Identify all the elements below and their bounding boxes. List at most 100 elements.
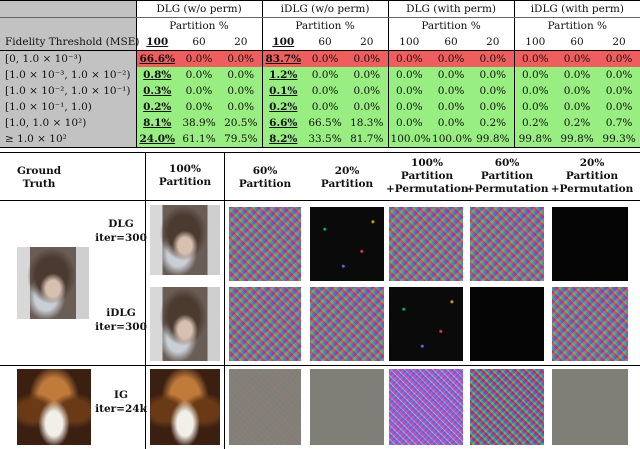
table-cell: 0.0% xyxy=(556,67,599,83)
row-iter: iter=300 xyxy=(95,232,147,244)
table-cell: 0.0% xyxy=(472,99,515,115)
table-cell: 0.0% xyxy=(513,83,557,99)
header-text: 60% xyxy=(252,165,278,177)
recon-image-ig-100 xyxy=(150,369,220,445)
table-cell: 0.8% xyxy=(135,67,178,83)
table-cell: 0.0% xyxy=(513,99,557,115)
table-cell: 0.2% xyxy=(135,99,178,115)
header-text: 100% xyxy=(169,163,201,175)
header-text: Partition xyxy=(400,170,454,182)
threshold-label: [1.0 × 10⁻³, 1.0 × 10⁻²) xyxy=(0,67,136,83)
partition-20: 20 xyxy=(346,34,389,51)
table-cell: 0.0% xyxy=(556,83,599,99)
recon-image-ig-60-perm xyxy=(470,369,544,445)
table-cell: 0.0% xyxy=(220,67,263,83)
table-cell: 0.0% xyxy=(304,50,347,67)
table-cell: 0.0% xyxy=(387,115,431,131)
table-cell: 0.2% xyxy=(472,115,515,131)
recon-image-ig-60 xyxy=(229,369,301,445)
table-cell: 24.0% xyxy=(135,131,178,148)
grid-divider xyxy=(0,365,640,366)
header-text: Partition xyxy=(158,176,212,188)
header-text: Truth xyxy=(22,178,56,190)
table-cell: 8.2% xyxy=(261,131,305,148)
table-cell: 0.0% xyxy=(387,67,431,83)
partition-100: 100 xyxy=(135,34,178,51)
header-20-partition-perm: 20% Partition +Permutation xyxy=(549,157,635,196)
table-cell: 0.0% xyxy=(178,83,220,99)
corner-spacer xyxy=(0,0,136,18)
table-cell: 79.5% xyxy=(220,131,263,148)
recon-image-ig-100-perm xyxy=(389,369,463,445)
table-cell: 0.0% xyxy=(430,115,473,131)
header-100-partition-perm: 100% Partition +Permutation xyxy=(386,157,469,196)
fidelity-table: DLG (w/o perm) iDLG (w/o perm) DLG (with… xyxy=(0,0,640,148)
corner-spacer-2 xyxy=(0,17,136,34)
table-cell: 0.0% xyxy=(178,99,220,115)
header-text: Partition xyxy=(565,170,619,182)
table-cell: 0.0% xyxy=(513,50,557,67)
table-cell: 0.3% xyxy=(135,83,178,99)
table-row: [1.0 × 10⁻², 1.0 × 10⁻¹) 0.3% 0.0% 0.0% 0.1%… xyxy=(0,83,640,99)
table-cell: 33.5% xyxy=(304,131,347,148)
table-cell: 6.6% xyxy=(261,115,305,131)
table-cell: 0.0% xyxy=(220,99,263,115)
table-cell: 0.0% xyxy=(387,83,431,99)
table-cell: 0.0% xyxy=(178,67,220,83)
partition-100: 100 xyxy=(387,34,431,51)
table-cell: 0.0% xyxy=(430,83,473,99)
table-cell: 0.0% xyxy=(598,99,640,115)
sub-header-partition: Partition % xyxy=(513,17,640,34)
header-text: 100% xyxy=(411,157,443,169)
row-iter: iter=300 xyxy=(95,321,147,333)
table-cell: 0.0% xyxy=(556,50,599,67)
recon-image-dlg-20 xyxy=(310,207,384,281)
header-text: +Permutation xyxy=(386,183,469,195)
grid-divider xyxy=(224,153,225,449)
recon-image-ig-20-perm xyxy=(552,369,628,445)
partition-60: 60 xyxy=(178,34,220,51)
table-cell: 0.0% xyxy=(304,99,347,115)
threshold-label: [1.0, 1.0 × 10²) xyxy=(0,115,136,131)
row-method: DLG xyxy=(108,218,134,230)
header-100-partition: 100% Partition xyxy=(152,163,218,189)
table-cell: 99.8% xyxy=(556,131,599,148)
partition-20: 20 xyxy=(598,34,640,51)
table-cell: 0.0% xyxy=(220,50,263,67)
table-cell: 0.0% xyxy=(598,83,640,99)
recon-image-dlg-60 xyxy=(229,207,301,281)
table-cell: 0.0% xyxy=(472,50,515,67)
header-text: Partition xyxy=(238,178,292,190)
recon-image-dlg-60-perm xyxy=(470,207,544,281)
threshold-label: [1.0 × 10⁻¹, 1.0) xyxy=(0,99,136,115)
table-cell: 0.0% xyxy=(346,67,389,83)
group-header-dlg-noperm: DLG (w/o perm) xyxy=(135,0,263,18)
table-cell: 66.5% xyxy=(304,115,347,131)
table-cell: 99.8% xyxy=(472,131,515,148)
table-cell: 0.0% xyxy=(178,50,220,67)
table-cell: 0.0% xyxy=(387,50,431,67)
table-cell: 0.0% xyxy=(220,83,263,99)
table-cell: 38.9% xyxy=(178,115,220,131)
table-cell: 61.1% xyxy=(178,131,220,148)
header-text: Partition xyxy=(480,170,534,182)
sub-header-partition: Partition % xyxy=(135,17,263,34)
group-header-dlg-perm: DLG (with perm) xyxy=(387,0,515,18)
partition-100: 100 xyxy=(261,34,305,51)
table-cell: 1.2% xyxy=(261,67,305,83)
header-ground-truth: Ground Truth xyxy=(8,165,70,191)
row-label-ig: IG iter=24k xyxy=(92,388,150,416)
table-cell: 0.0% xyxy=(430,50,473,67)
partition-20: 20 xyxy=(472,34,515,51)
table-row: [0, 1.0 × 10⁻³) 66.6% 0.0% 0.0% 83.7% 0.0% 0.0… xyxy=(0,50,640,67)
group-header-idlg-perm: iDLG (with perm) xyxy=(513,0,640,18)
header-60-partition: 60% Partition xyxy=(228,165,302,191)
table-cell: 0.0% xyxy=(472,67,515,83)
threshold-label: ≥ 1.0 × 10² xyxy=(0,131,136,148)
table-row: [1.0 × 10⁻¹, 1.0) 0.2% 0.0% 0.0% 0.2% 0.0% 0.0… xyxy=(0,99,640,115)
table-cell: 81.7% xyxy=(346,131,389,148)
table-cell: 66.6% xyxy=(135,50,178,67)
table-cell: 0.0% xyxy=(513,67,557,83)
table-cell: 100.0% xyxy=(430,131,472,148)
table-cell: 0.0% xyxy=(598,50,640,67)
